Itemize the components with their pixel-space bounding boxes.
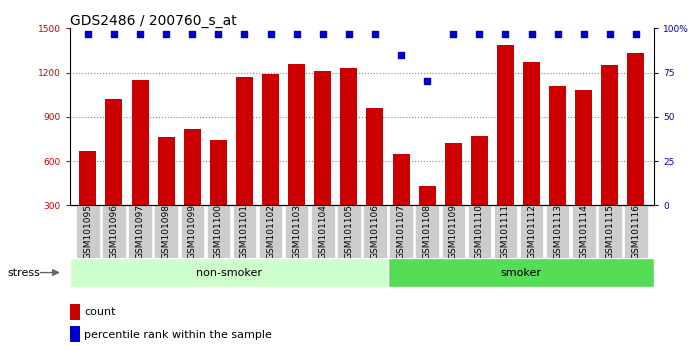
Bar xyxy=(389,205,413,258)
Text: GSM101105: GSM101105 xyxy=(345,204,354,259)
Bar xyxy=(155,205,178,258)
Text: GSM101095: GSM101095 xyxy=(84,204,93,259)
Point xyxy=(239,31,250,36)
Bar xyxy=(497,45,514,250)
Bar xyxy=(471,136,488,250)
Bar xyxy=(367,108,383,250)
Bar xyxy=(236,77,253,250)
Text: stress: stress xyxy=(7,268,40,278)
Point xyxy=(187,31,198,36)
Bar xyxy=(393,154,409,250)
Point xyxy=(526,31,537,36)
Text: non-smoker: non-smoker xyxy=(196,268,262,278)
Point xyxy=(265,31,276,36)
Bar xyxy=(416,205,439,258)
Text: GSM101108: GSM101108 xyxy=(422,204,432,259)
Point xyxy=(474,31,485,36)
Bar xyxy=(76,205,100,258)
Bar xyxy=(388,258,654,287)
Bar xyxy=(102,205,126,258)
Text: GSM101099: GSM101099 xyxy=(188,204,197,259)
Bar xyxy=(340,68,357,250)
Bar xyxy=(549,86,566,250)
Bar xyxy=(285,205,308,258)
Bar xyxy=(132,80,148,250)
Point xyxy=(631,31,642,36)
Point xyxy=(134,31,145,36)
Point xyxy=(82,31,93,36)
Text: GSM101115: GSM101115 xyxy=(606,204,615,259)
Bar xyxy=(445,143,461,250)
Text: GSM101116: GSM101116 xyxy=(631,204,640,259)
Point xyxy=(343,31,354,36)
Text: GSM101112: GSM101112 xyxy=(527,204,536,259)
Bar xyxy=(598,205,622,258)
Bar xyxy=(70,326,80,342)
Point xyxy=(395,52,406,58)
Text: GSM101109: GSM101109 xyxy=(449,204,458,259)
Text: GSM101107: GSM101107 xyxy=(397,204,406,259)
Text: GSM101111: GSM101111 xyxy=(501,204,510,259)
Point xyxy=(578,31,590,36)
Text: GSM101098: GSM101098 xyxy=(161,204,171,259)
Bar xyxy=(337,205,361,258)
Bar xyxy=(546,205,569,258)
Bar xyxy=(70,304,80,320)
Bar xyxy=(624,205,648,258)
Bar xyxy=(315,71,331,250)
Text: GSM101102: GSM101102 xyxy=(266,204,275,259)
Text: GDS2486 / 200760_s_at: GDS2486 / 200760_s_at xyxy=(70,14,237,28)
Text: GSM101096: GSM101096 xyxy=(109,204,118,259)
Text: GSM101114: GSM101114 xyxy=(579,204,588,259)
Text: GSM101100: GSM101100 xyxy=(214,204,223,259)
Bar xyxy=(572,205,596,258)
Bar xyxy=(441,205,465,258)
Bar xyxy=(106,99,122,250)
Bar xyxy=(493,205,517,258)
Point xyxy=(552,31,563,36)
Bar xyxy=(601,65,618,250)
Bar xyxy=(158,137,175,250)
Bar xyxy=(79,151,96,250)
Bar xyxy=(232,205,256,258)
Text: GSM101106: GSM101106 xyxy=(370,204,379,259)
Text: GSM101110: GSM101110 xyxy=(475,204,484,259)
Text: percentile rank within the sample: percentile rank within the sample xyxy=(84,330,272,339)
Point xyxy=(448,31,459,36)
Text: GSM101113: GSM101113 xyxy=(553,204,562,259)
Bar xyxy=(468,205,491,258)
Point xyxy=(109,31,120,36)
Point xyxy=(213,31,224,36)
Bar xyxy=(128,205,152,258)
Point xyxy=(291,31,302,36)
Point xyxy=(422,79,433,84)
Bar xyxy=(628,53,644,250)
Bar xyxy=(363,205,387,258)
Text: count: count xyxy=(84,307,116,317)
Bar xyxy=(262,74,279,250)
Bar xyxy=(184,129,200,250)
Bar xyxy=(210,141,227,250)
Bar xyxy=(207,205,230,258)
Text: GSM101097: GSM101097 xyxy=(136,204,145,259)
Point xyxy=(161,31,172,36)
Text: smoker: smoker xyxy=(501,268,542,278)
Bar xyxy=(419,186,436,250)
Bar xyxy=(520,205,544,258)
Point xyxy=(370,31,381,36)
Bar xyxy=(311,205,335,258)
Bar xyxy=(259,205,283,258)
Text: GSM101101: GSM101101 xyxy=(240,204,249,259)
Bar xyxy=(70,258,388,287)
Bar xyxy=(576,90,592,250)
Bar xyxy=(523,62,540,250)
Point xyxy=(317,31,329,36)
Bar xyxy=(180,205,204,258)
Text: GSM101104: GSM101104 xyxy=(318,204,327,259)
Point xyxy=(604,31,615,36)
Point xyxy=(500,31,511,36)
Text: GSM101103: GSM101103 xyxy=(292,204,301,259)
Bar xyxy=(288,64,305,250)
